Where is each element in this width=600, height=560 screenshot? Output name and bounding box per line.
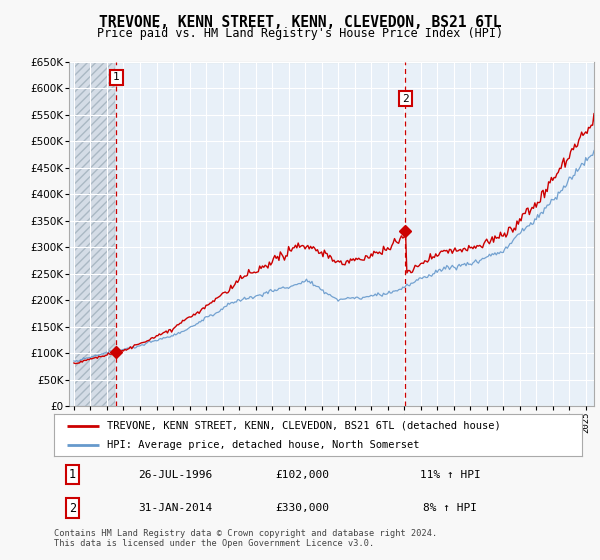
Text: 26-JUL-1996: 26-JUL-1996 <box>139 470 212 480</box>
Text: 11% ↑ HPI: 11% ↑ HPI <box>419 470 481 480</box>
Text: Price paid vs. HM Land Registry's House Price Index (HPI): Price paid vs. HM Land Registry's House … <box>97 27 503 40</box>
Text: 2: 2 <box>69 502 76 515</box>
Text: 31-JAN-2014: 31-JAN-2014 <box>139 503 212 513</box>
Text: 2: 2 <box>402 94 409 104</box>
Text: 8% ↑ HPI: 8% ↑ HPI <box>423 503 477 513</box>
Text: TREVONE, KENN STREET, KENN, CLEVEDON, BS21 6TL: TREVONE, KENN STREET, KENN, CLEVEDON, BS… <box>99 15 501 30</box>
Text: TREVONE, KENN STREET, KENN, CLEVEDON, BS21 6TL (detached house): TREVONE, KENN STREET, KENN, CLEVEDON, BS… <box>107 421 500 431</box>
Text: £330,000: £330,000 <box>275 503 329 513</box>
Text: 1: 1 <box>69 468 76 481</box>
Text: £102,000: £102,000 <box>275 470 329 480</box>
Text: HPI: Average price, detached house, North Somerset: HPI: Average price, detached house, Nort… <box>107 440 419 450</box>
Text: Contains HM Land Registry data © Crown copyright and database right 2024.
This d: Contains HM Land Registry data © Crown c… <box>54 529 437 548</box>
Text: 1: 1 <box>113 72 120 82</box>
